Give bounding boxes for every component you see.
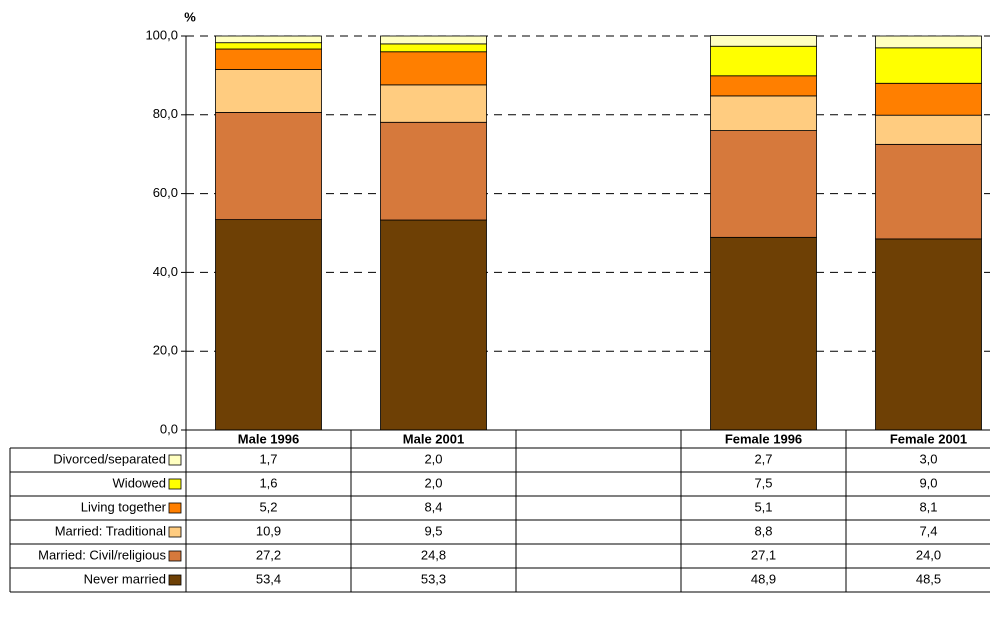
y-tick-label: 0,0 (160, 421, 178, 436)
y-tick-label: 80,0 (153, 106, 178, 121)
table-cell: 7,4 (919, 523, 937, 538)
bar-segment (215, 42, 322, 50)
bar-segment (710, 35, 817, 47)
table-cell: 48,9 (751, 571, 776, 586)
y-tick-label: 20,0 (153, 343, 178, 358)
legend-label: Living together (81, 499, 167, 514)
x-tick-label: Female 2001 (890, 431, 967, 446)
bar-segment (710, 130, 817, 238)
y-tick-label: 40,0 (153, 264, 178, 279)
legend-swatch (168, 478, 182, 490)
table-cell: 5,2 (259, 499, 277, 514)
bar-segment (875, 35, 982, 49)
y-tick-label: 60,0 (153, 185, 178, 200)
legend-label: Never married (84, 571, 166, 586)
legend-swatch (168, 550, 182, 562)
y-axis-label: % (184, 9, 196, 24)
table-cell: 1,7 (259, 451, 277, 466)
legend-swatch (168, 502, 182, 514)
bar-segment (875, 47, 982, 84)
table-cell: 10,9 (256, 523, 281, 538)
legend-swatch (168, 574, 182, 586)
table-cell: 9,0 (919, 475, 937, 490)
table-cell: 27,1 (751, 547, 776, 562)
table-cell: 8,1 (919, 499, 937, 514)
table-cell: 2,0 (424, 451, 442, 466)
table-cell: 9,5 (424, 523, 442, 538)
bar-segment (215, 35, 322, 44)
table-cell: 53,3 (421, 571, 446, 586)
bar-segment (875, 143, 982, 240)
table-cell: 24,8 (421, 547, 446, 562)
x-tick-label: Female 1996 (725, 431, 802, 446)
bar-segment (875, 238, 982, 431)
table-cell: 2,7 (754, 451, 772, 466)
legend-swatch (168, 526, 182, 538)
bar-segment (380, 51, 487, 86)
bar-segment (215, 48, 322, 70)
bar-segment (380, 219, 487, 431)
legend-label: Widowed (113, 475, 166, 490)
x-tick-label: Male 2001 (403, 431, 464, 446)
bar-segment (710, 75, 817, 97)
bar-segment (710, 45, 817, 77)
table-cell: 3,0 (919, 451, 937, 466)
table-cell: 27,2 (256, 547, 281, 562)
legend-swatch (168, 454, 182, 466)
bar-segment (380, 35, 487, 45)
y-tick-label: 100,0 (145, 27, 178, 42)
bar-segment (215, 112, 322, 221)
table-cell: 5,1 (754, 499, 772, 514)
bar-segment (380, 84, 487, 123)
bar-segment (380, 43, 487, 53)
table-cell: 1,6 (259, 475, 277, 490)
table-cell: 8,8 (754, 523, 772, 538)
legend-label: Divorced/separated (53, 451, 166, 466)
legend-label: Married: Traditional (55, 523, 166, 538)
x-tick-label: Male 1996 (238, 431, 299, 446)
table-cell: 53,4 (256, 571, 281, 586)
bar-segment (875, 114, 982, 145)
legend-label: Married: Civil/religious (38, 547, 166, 562)
bar-segment (380, 121, 487, 221)
table-cell: 8,4 (424, 499, 442, 514)
bar-segment (710, 236, 817, 431)
bar-segment (215, 69, 322, 113)
table-cell: 7,5 (754, 475, 772, 490)
table-cell: 24,0 (916, 547, 941, 562)
bar-segment (710, 95, 817, 131)
bar-segment (215, 219, 322, 431)
bar-segment (875, 82, 982, 116)
table-cell: 2,0 (424, 475, 442, 490)
table-cell: 48,5 (916, 571, 941, 586)
